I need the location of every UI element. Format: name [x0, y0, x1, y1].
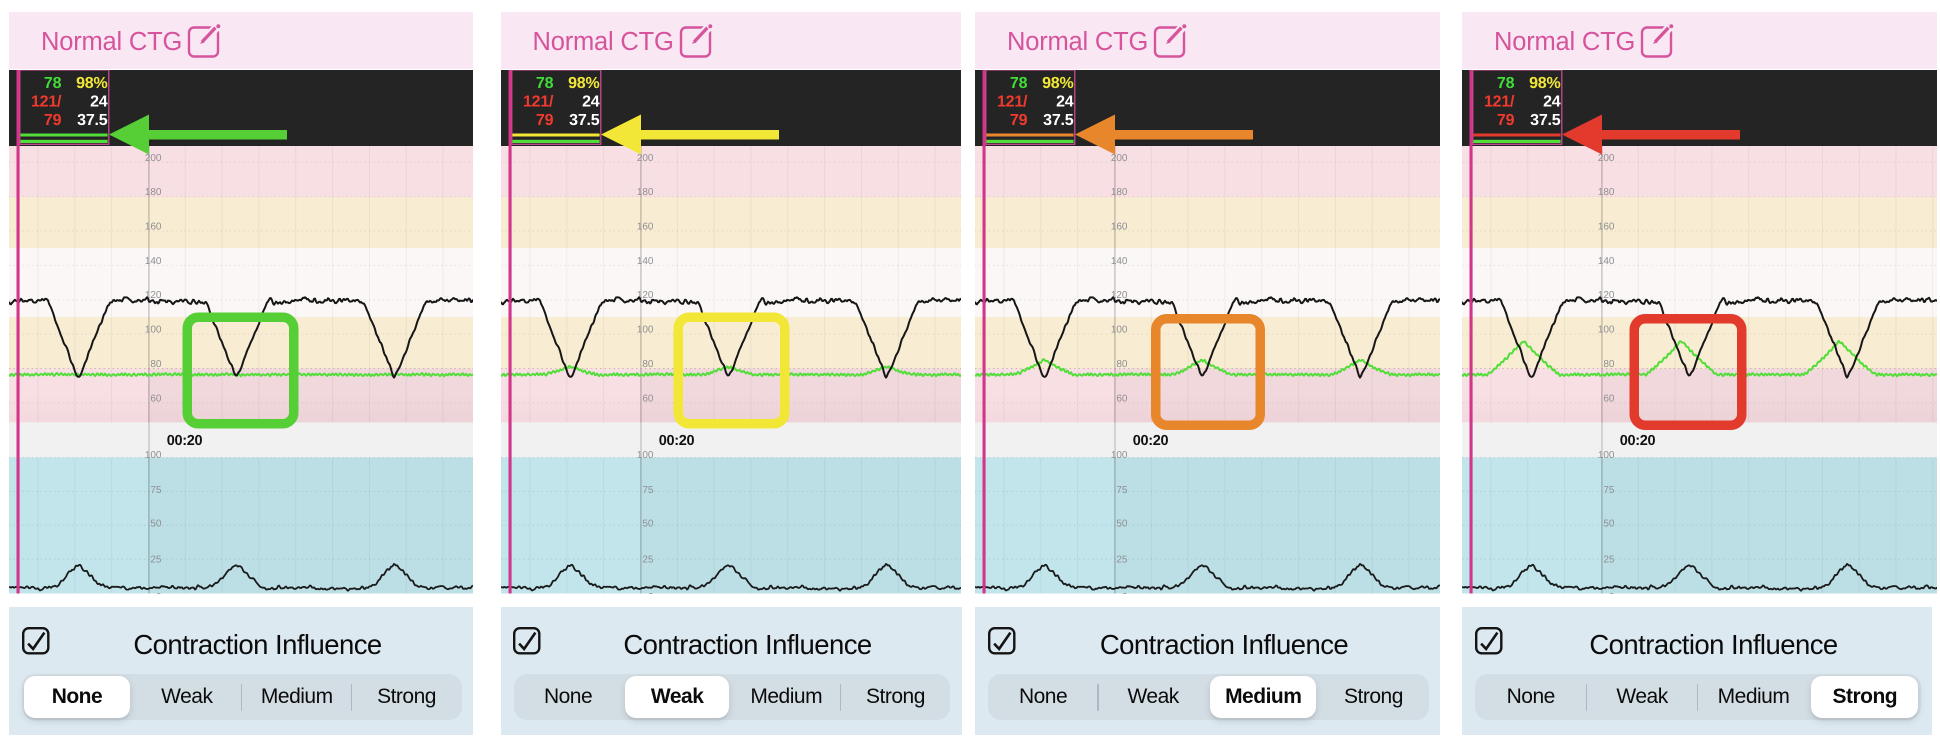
- svg-text:121/: 121/: [522, 93, 553, 110]
- svg-text:180: 180: [636, 187, 653, 198]
- svg-text:200: 200: [1111, 153, 1128, 164]
- svg-text:121/: 121/: [997, 93, 1028, 110]
- svg-text:98%: 98%: [1042, 75, 1073, 92]
- svg-text:50: 50: [1603, 518, 1615, 529]
- svg-text:79: 79: [1497, 112, 1515, 129]
- svg-text:100: 100: [636, 325, 653, 336]
- svg-text:180: 180: [145, 187, 162, 198]
- svg-text:0: 0: [1609, 592, 1615, 594]
- svg-text:180: 180: [1598, 187, 1615, 198]
- svg-text:75: 75: [150, 485, 162, 496]
- svg-text:00:20: 00:20: [658, 433, 694, 449]
- svg-text:37.5: 37.5: [1043, 112, 1074, 129]
- svg-text:25: 25: [642, 555, 654, 566]
- svg-text:180: 180: [1111, 187, 1128, 198]
- svg-text:00:20: 00:20: [167, 433, 203, 449]
- svg-text:24: 24: [90, 93, 108, 110]
- svg-text:80: 80: [150, 359, 162, 370]
- svg-text:78: 78: [535, 75, 553, 92]
- svg-text:100: 100: [1598, 325, 1615, 336]
- svg-text:37.5: 37.5: [77, 112, 108, 129]
- svg-text:00:20: 00:20: [1620, 433, 1656, 449]
- svg-text:37.5: 37.5: [1530, 112, 1561, 129]
- svg-text:78: 78: [1010, 75, 1028, 92]
- svg-text:98%: 98%: [568, 75, 599, 92]
- svg-text:0: 0: [156, 592, 162, 594]
- svg-text:160: 160: [1598, 222, 1615, 233]
- svg-text:100: 100: [1111, 450, 1128, 461]
- svg-text:120: 120: [1111, 290, 1128, 301]
- svg-text:80: 80: [642, 359, 654, 370]
- svg-text:98%: 98%: [1529, 75, 1560, 92]
- svg-text:120: 120: [145, 290, 162, 301]
- svg-text:24: 24: [1543, 93, 1561, 110]
- svg-text:160: 160: [145, 222, 162, 233]
- svg-text:60: 60: [1116, 393, 1128, 404]
- svg-text:75: 75: [1116, 485, 1128, 496]
- svg-text:75: 75: [642, 485, 654, 496]
- svg-text:140: 140: [636, 256, 653, 267]
- svg-text:100: 100: [145, 325, 162, 336]
- svg-text:121/: 121/: [1484, 93, 1515, 110]
- svg-text:120: 120: [1598, 290, 1615, 301]
- svg-text:60: 60: [1603, 393, 1615, 404]
- svg-text:25: 25: [1116, 555, 1128, 566]
- svg-text:00:20: 00:20: [1133, 433, 1169, 449]
- svg-text:78: 78: [1497, 75, 1515, 92]
- svg-text:140: 140: [1111, 256, 1128, 267]
- svg-text:60: 60: [150, 393, 162, 404]
- svg-text:200: 200: [145, 153, 162, 164]
- svg-text:37.5: 37.5: [569, 112, 600, 129]
- svg-text:79: 79: [44, 112, 62, 129]
- svg-text:50: 50: [1116, 518, 1128, 529]
- svg-text:50: 50: [150, 518, 162, 529]
- svg-text:100: 100: [1111, 325, 1128, 336]
- svg-text:0: 0: [647, 592, 653, 594]
- svg-text:25: 25: [150, 555, 162, 566]
- svg-text:200: 200: [636, 153, 653, 164]
- svg-text:25: 25: [1603, 555, 1615, 566]
- svg-text:140: 140: [145, 256, 162, 267]
- svg-text:98%: 98%: [76, 75, 107, 92]
- svg-text:121/: 121/: [31, 93, 62, 110]
- svg-text:60: 60: [642, 393, 654, 404]
- svg-text:80: 80: [1116, 359, 1128, 370]
- svg-text:100: 100: [145, 450, 162, 461]
- svg-text:100: 100: [1598, 450, 1615, 461]
- svg-text:78: 78: [44, 75, 62, 92]
- svg-text:79: 79: [535, 112, 553, 129]
- svg-text:100: 100: [636, 450, 653, 461]
- svg-text:24: 24: [1056, 93, 1074, 110]
- svg-text:200: 200: [1598, 153, 1615, 164]
- svg-text:140: 140: [1598, 256, 1615, 267]
- svg-text:160: 160: [1111, 222, 1128, 233]
- svg-text:75: 75: [1603, 485, 1615, 496]
- svg-text:80: 80: [1603, 359, 1615, 370]
- svg-text:79: 79: [1010, 112, 1028, 129]
- svg-text:0: 0: [1122, 592, 1128, 594]
- svg-text:120: 120: [636, 290, 653, 301]
- svg-text:160: 160: [636, 222, 653, 233]
- svg-text:50: 50: [642, 518, 654, 529]
- svg-text:24: 24: [582, 93, 600, 110]
